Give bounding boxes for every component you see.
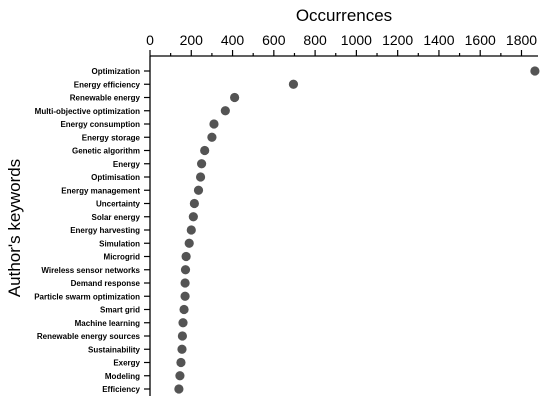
data-point [174,384,184,394]
data-point [207,132,217,142]
y-axis-label: Author's keywords [5,159,24,297]
y-tick-label: Multi-objective optimization [35,107,140,116]
y-tick-label: Energy storage [82,133,141,142]
y-tick-label: Solar energy [92,213,141,222]
data-point [180,291,190,301]
y-axis-ticks: Optimization Energy efficiency Renewable e… [34,67,150,394]
data-point [230,92,240,103]
y-tick-label: Genetic algorithm [72,147,140,156]
x-tick-label: 800 [303,32,327,48]
data-point [530,66,540,76]
data-point [175,371,185,381]
data-point [180,265,191,275]
data-point [178,318,188,328]
y-tick-label: Demand response [71,279,141,288]
y-tick-label: Smart grid [100,306,140,315]
x-tick-label: 1000 [341,32,372,48]
data-point [189,198,199,209]
data-point [188,212,198,222]
y-tick-label: Energy consumption [60,120,140,129]
y-tick-label: Optimization [92,67,141,76]
x-tick-label: 1200 [382,32,413,48]
y-tick-label: Energy management [61,186,140,195]
y-tick-label: Simulation [99,239,140,248]
y-tick-label: Sustainability [88,345,141,354]
data-point [186,225,196,235]
x-tick-label: 1800 [506,32,537,48]
y-tick-label: Optimisation [91,173,140,182]
data-point [181,251,191,262]
y-tick-label: Energy harvesting [70,226,140,235]
data-point [195,172,206,182]
y-tick-label: Uncertainty [96,200,141,209]
y-tick-label: Wireless sensor networks [41,266,140,275]
data-point [177,344,187,354]
y-tick-label: Exergy [113,359,140,368]
axes [149,55,538,396]
y-tick-label: Renewable energy [70,94,141,103]
x-tick-label: 600 [262,32,286,48]
x-tick-label: 0 [146,32,154,48]
y-tick-label: Efficiency [102,385,140,394]
x-axis-ticks: 0 200 400 600 800 1000 1200 1400 1600 1800 [146,32,537,56]
y-tick-label: Energy efficiency [74,80,141,89]
y-tick-label: Renewable energy sources [37,332,141,341]
data-point [180,278,190,288]
y-tick-label: Energy [113,160,141,169]
data-point [179,304,189,315]
x-tick-label: 200 [180,32,204,48]
y-tick-label: Machine learning [75,319,140,328]
data-point [193,185,204,195]
data-point [176,357,186,368]
data-point [177,331,188,341]
y-tick-label: Microgrid [104,253,141,262]
x-tick-label: 1600 [465,32,496,48]
data-point [288,79,299,89]
data-points [174,66,540,394]
data-point [200,145,210,156]
data-point [220,106,230,116]
data-point [209,119,219,129]
y-tick-label: Modeling [105,372,140,381]
data-point [196,159,207,169]
chart-title: Occurrences [296,6,392,25]
y-tick-label: Particle swarm optimization [34,292,140,301]
x-tick-label: 1400 [423,32,454,48]
data-point [184,238,194,248]
x-tick-label: 400 [221,32,245,48]
